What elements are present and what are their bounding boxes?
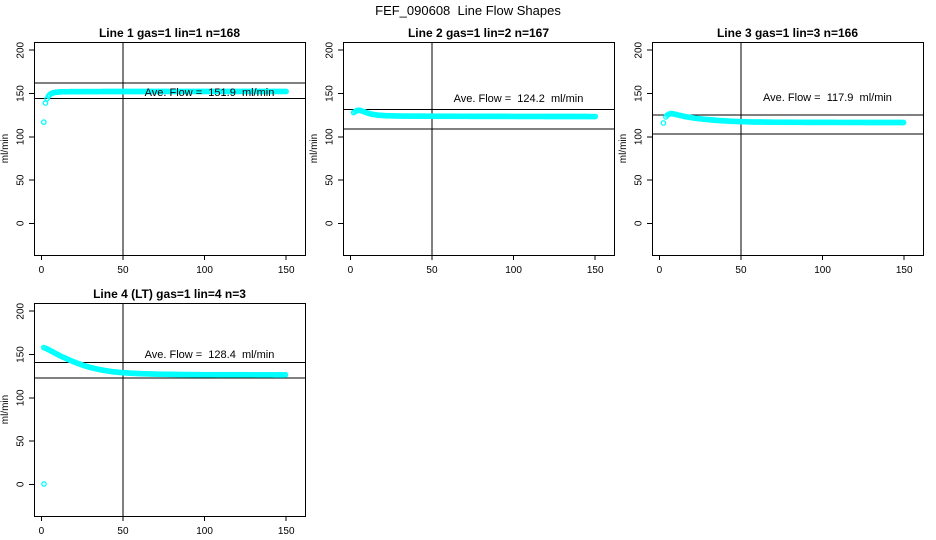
svg-text:50: 50: [634, 174, 645, 186]
svg-text:0: 0: [16, 220, 27, 226]
svg-text:100: 100: [196, 265, 213, 276]
svg-text:150: 150: [587, 265, 604, 276]
subplot-title-line4: Line 4 (LT) gas=1 lin=4 n=3: [93, 287, 246, 301]
svg-text:200: 200: [16, 41, 27, 58]
svg-text:150: 150: [325, 85, 336, 102]
svg-text:ml/min: ml/min: [0, 395, 11, 424]
svg-text:0: 0: [325, 220, 336, 226]
svg-text:ml/min: ml/min: [0, 134, 11, 163]
svg-text:50: 50: [426, 265, 438, 276]
ave-flow-label-line2: Ave. Flow = 124.2 ml/min: [453, 92, 584, 105]
svg-text:100: 100: [16, 389, 27, 406]
svg-text:50: 50: [16, 174, 27, 186]
ave-flow-label-line1: Ave. Flow = 151.9 ml/min: [144, 87, 275, 100]
svg-text:50: 50: [117, 265, 129, 276]
svg-text:50: 50: [117, 526, 129, 537]
ave-flow-label-line4: Ave. Flow = 128.4 ml/min: [144, 349, 275, 362]
plot-canvas-line4: 0 50 100 150 200 0 50 100 150 ml/min: [0, 302, 306, 537]
subplot-title-line3: Line 3 gas=1 lin=3 n=166: [716, 26, 859, 40]
svg-text:150: 150: [896, 265, 913, 276]
svg-text:50: 50: [16, 435, 27, 447]
svg-text:100: 100: [16, 128, 27, 145]
svg-text:0: 0: [16, 481, 27, 487]
svg-text:0: 0: [657, 265, 663, 276]
svg-text:0: 0: [348, 265, 354, 276]
svg-text:100: 100: [505, 265, 522, 276]
svg-text:ml/min: ml/min: [618, 134, 629, 163]
svg-text:200: 200: [325, 41, 336, 58]
svg-text:150: 150: [278, 265, 295, 276]
svg-text:100: 100: [325, 128, 336, 145]
svg-text:0: 0: [634, 220, 645, 226]
plot-canvas-line2: 0 50 100 150 200 0 50 100 150 ml/min: [309, 41, 615, 276]
svg-text:0: 0: [39, 526, 45, 537]
svg-text:200: 200: [16, 302, 27, 319]
svg-text:150: 150: [634, 85, 645, 102]
svg-text:200: 200: [634, 41, 645, 58]
ave-flow-label-line3: Ave. Flow = 117.9 ml/min: [763, 91, 892, 104]
svg-text:100: 100: [814, 265, 831, 276]
subplot-title-line1: Line 1 gas=1 lin=1 n=168: [98, 26, 241, 40]
svg-text:100: 100: [634, 128, 645, 145]
svg-text:50: 50: [735, 265, 747, 276]
svg-text:150: 150: [16, 346, 27, 363]
page-title: FEF_090608 Line Flow Shapes: [375, 3, 561, 18]
svg-text:100: 100: [196, 526, 213, 537]
plot-canvas-line1: 0 50 100 150 200 0 50 100 150 ml/min: [0, 41, 306, 276]
svg-text:0: 0: [39, 265, 45, 276]
plot-canvas-line3: 0 50 100 150 200 0 50 100 150 ml/min: [618, 41, 924, 276]
svg-text:150: 150: [16, 85, 27, 102]
svg-text:150: 150: [278, 526, 295, 537]
svg-text:ml/min: ml/min: [309, 134, 320, 163]
svg-text:50: 50: [325, 174, 336, 186]
subplot-title-line2: Line 2 gas=1 lin=2 n=167: [407, 26, 550, 40]
